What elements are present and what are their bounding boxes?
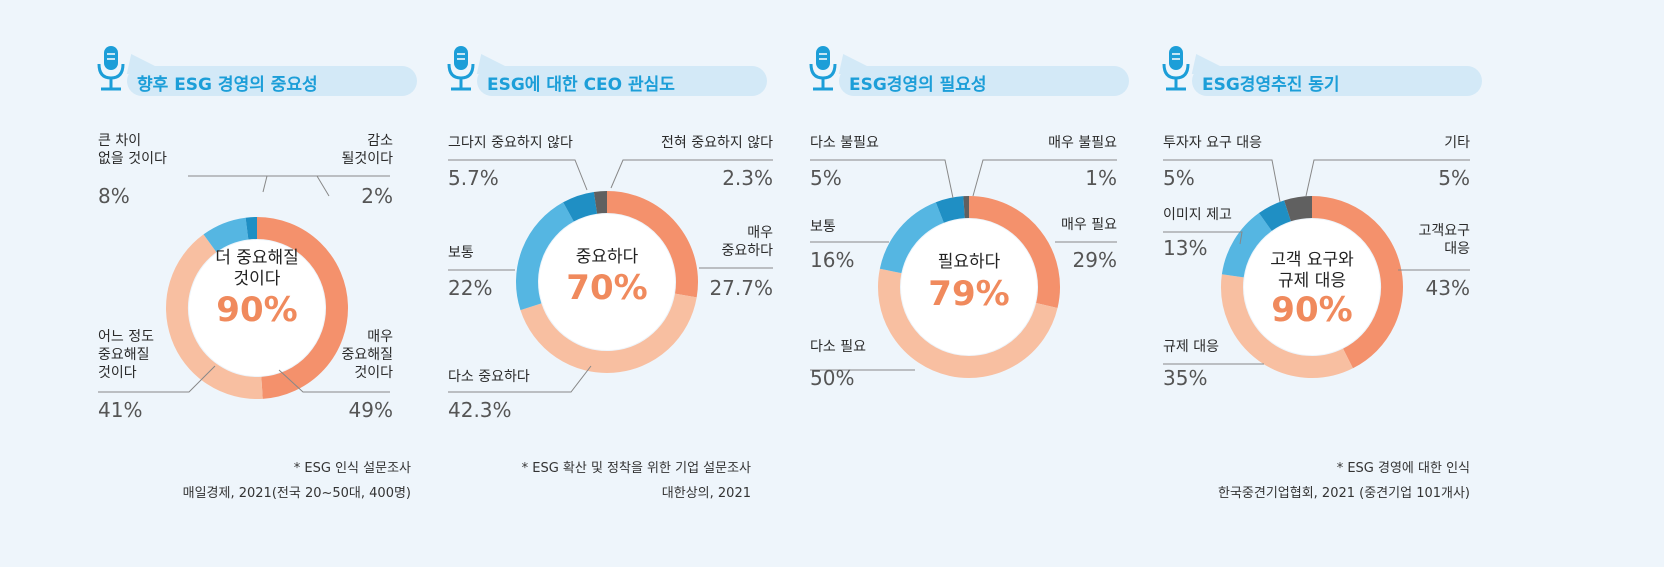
donut-slice-3 [1258,200,1292,232]
slice-value: 42.3% [448,398,512,422]
donut-slice-2 [1221,213,1273,278]
slice-value: 8% [98,184,130,208]
slice-value: 5% [810,166,842,190]
slice-label: 매우 중요하다 [721,225,773,259]
donut-slice-4 [1284,196,1313,222]
slice-value: 22% [448,276,493,300]
donut-chart [1163,159,1470,378]
slice-value: 13% [1163,236,1208,260]
donut-hole [539,214,675,350]
leader-lines [810,159,1117,371]
donut-hole [189,240,325,376]
slice-label: 전혀 중요하지 않다 [661,135,773,151]
slice-value: 1% [1085,166,1117,190]
slice-label: 보통 [810,219,836,235]
microphone-icon [1162,46,1190,91]
slice-label: 보통 [448,245,474,261]
chart-panel-importance: 향후 ESG 경영의 중요성 큰 차이 없을 것이다 8% 감소 될것이다 2% 어… [95,0,475,567]
slice-value: 49% [348,398,393,422]
title-bar [477,66,767,96]
donut-hole [1244,219,1380,355]
center-value: 90% [1271,290,1353,330]
donut-slice-1 [878,268,1058,378]
donut-slice-0 [606,191,698,298]
slice-value: 27.7% [709,276,773,300]
title-bar [127,66,417,96]
donut-slice-0 [256,217,348,399]
slice-value: 5.7% [448,166,499,190]
donut-slice-2 [516,202,575,311]
slice-value: 43% [1425,276,1470,300]
slice-label: 어느 정도 중요해질 것이다 [98,329,154,381]
donut-slice-1 [166,234,263,399]
chart-panel-ceo-interest: ESG에 대한 CEO 관심도 그다지 중요하지 않다 5.7% 전혀 중요하지… [445,0,825,567]
slice-value: 2.3% [722,166,773,190]
donut-hole [901,219,1037,355]
slice-value: 16% [810,248,855,272]
slice-value: 50% [810,366,855,390]
center-label: 필요하다 [937,252,1001,272]
donut-slice-2 [203,217,249,253]
microphone-icon [97,46,125,91]
chart-panel-motivation: ESG경영추진 동기 투자자 요구 대응 5% 기타 5% 이미지 제고 13%… [1160,0,1540,567]
slice-label: 규제 대응 [1163,339,1219,355]
slice-value: 35% [1163,366,1208,390]
chart-title: ESG경영추진 동기 [1202,75,1340,95]
slice-label: 고객요구 대응 [1418,223,1470,257]
slice-label: 매우 중요해질 것이다 [341,329,393,381]
donut-slice-0 [1311,196,1403,369]
slice-value: 5% [1438,166,1470,190]
chart-title: ESG에 대한 CEO 관심도 [487,75,675,95]
donut-slice-3 [935,196,966,223]
center-value: 79% [928,274,1010,314]
slice-value: 41% [98,398,143,422]
source-note: * ESG 경영에 대한 인식 한국중견기업협회, 2021 (중견기업 101개… [1217,461,1470,501]
center-label: 더 중요해질 것이다 [215,248,299,289]
microphone-icon [447,46,475,91]
slice-label: 다소 필요 [810,339,866,355]
donut-slice-3 [245,217,258,240]
slice-label: 큰 차이 없을 것이다 [98,133,167,167]
donut-slice-1 [520,293,697,373]
slice-value: 29% [1072,248,1117,272]
donut-chart [98,175,390,399]
slice-label: 이미지 제고 [1163,207,1232,223]
leader-lines [98,175,390,393]
chart-panel-necessity: ESG경영의 필요성 다소 불필요 5% 매우 불필요 1% 보통 16% 매우… [807,0,1187,567]
microphone-icon [809,46,837,91]
slice-label: 다소 불필요 [810,135,879,151]
donut-slice-4 [593,191,608,214]
leader-lines [1163,159,1470,365]
slice-label: 매우 불필요 [1048,135,1117,151]
donut-chart [448,159,773,393]
donut-slice-2 [879,202,945,274]
slice-label: 기타 [1444,135,1470,151]
title-bar [1192,66,1482,96]
center-value: 70% [566,268,648,308]
slice-value: 5% [1163,166,1195,190]
center-label: 중요하다 [575,247,639,267]
slice-label: 감소 될것이다 [341,133,393,167]
slice-label: 다소 중요하다 [448,369,530,385]
slice-label: 투자자 요구 대응 [1163,135,1263,151]
chart-title: ESG경영의 필요성 [849,75,987,95]
slice-value: 2% [361,184,393,208]
title-bar [839,66,1129,96]
leader-lines [448,159,773,393]
source-note: * ESG 인식 설문조사 매일경제, 2021(전국 20~50대, 400명) [182,461,411,501]
chart-title: 향후 ESG 경영의 중요성 [137,75,318,95]
donut-slice-3 [563,191,598,222]
slice-label: 그다지 중요하지 않다 [448,135,573,151]
donut-slice-1 [1221,274,1353,378]
donut-chart [810,159,1117,378]
center-label: 고객 요구와 규제 대응 [1270,250,1354,291]
center-value: 90% [216,290,298,330]
slice-label: 매우 필요 [1061,217,1117,233]
donut-slice-0 [968,196,1060,309]
source-note: * ESG 확산 및 정착을 위한 기업 설문조사 대한상의, 2021 [521,461,751,501]
